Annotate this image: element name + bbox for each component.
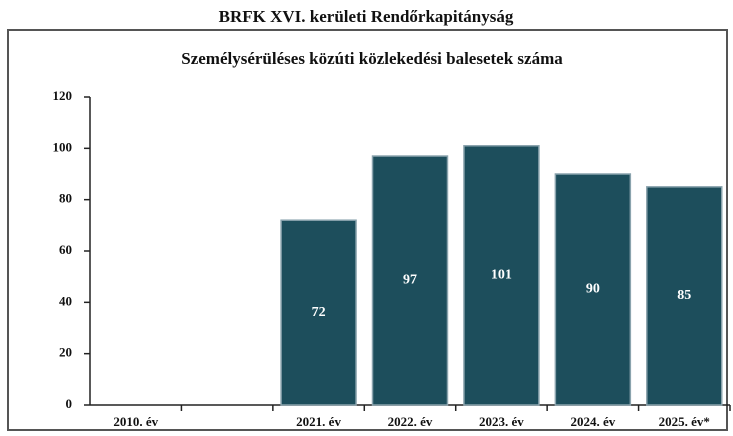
bar: [280, 219, 357, 406]
x-tick-label: 2010. év: [113, 414, 158, 429]
value-label: 90: [586, 282, 600, 297]
page-title: BRFK XVI. kerületi Rendőrkapitányság: [219, 7, 514, 26]
y-tick-label: 40: [59, 293, 72, 308]
y-tick-label: 0: [66, 396, 73, 411]
value-label: 101: [491, 268, 512, 283]
x-tick-label: 2021. év: [296, 414, 341, 429]
bar: [463, 145, 540, 406]
x-tick-label: 2025. év*: [659, 414, 710, 429]
value-label: 97: [403, 273, 417, 288]
bar: [554, 173, 632, 406]
y-tick-label: 80: [59, 191, 72, 206]
value-label: 72: [312, 305, 326, 320]
y-tick-label: 60: [59, 242, 72, 257]
chart-title: Személysérüléses közúti közlekedési bale…: [181, 49, 563, 68]
chart-frame: [7, 29, 728, 431]
x-tick-label: 2024. év: [570, 414, 615, 429]
x-tick-label: 2022. év: [388, 414, 433, 429]
value-label: 85: [677, 288, 691, 303]
bar: [371, 155, 449, 406]
y-tick-label: 20: [59, 345, 72, 360]
x-tick-label: 2023. év: [479, 414, 524, 429]
y-tick-label: 100: [53, 139, 73, 154]
bar: [646, 186, 723, 406]
y-tick-label: 120: [53, 88, 73, 103]
